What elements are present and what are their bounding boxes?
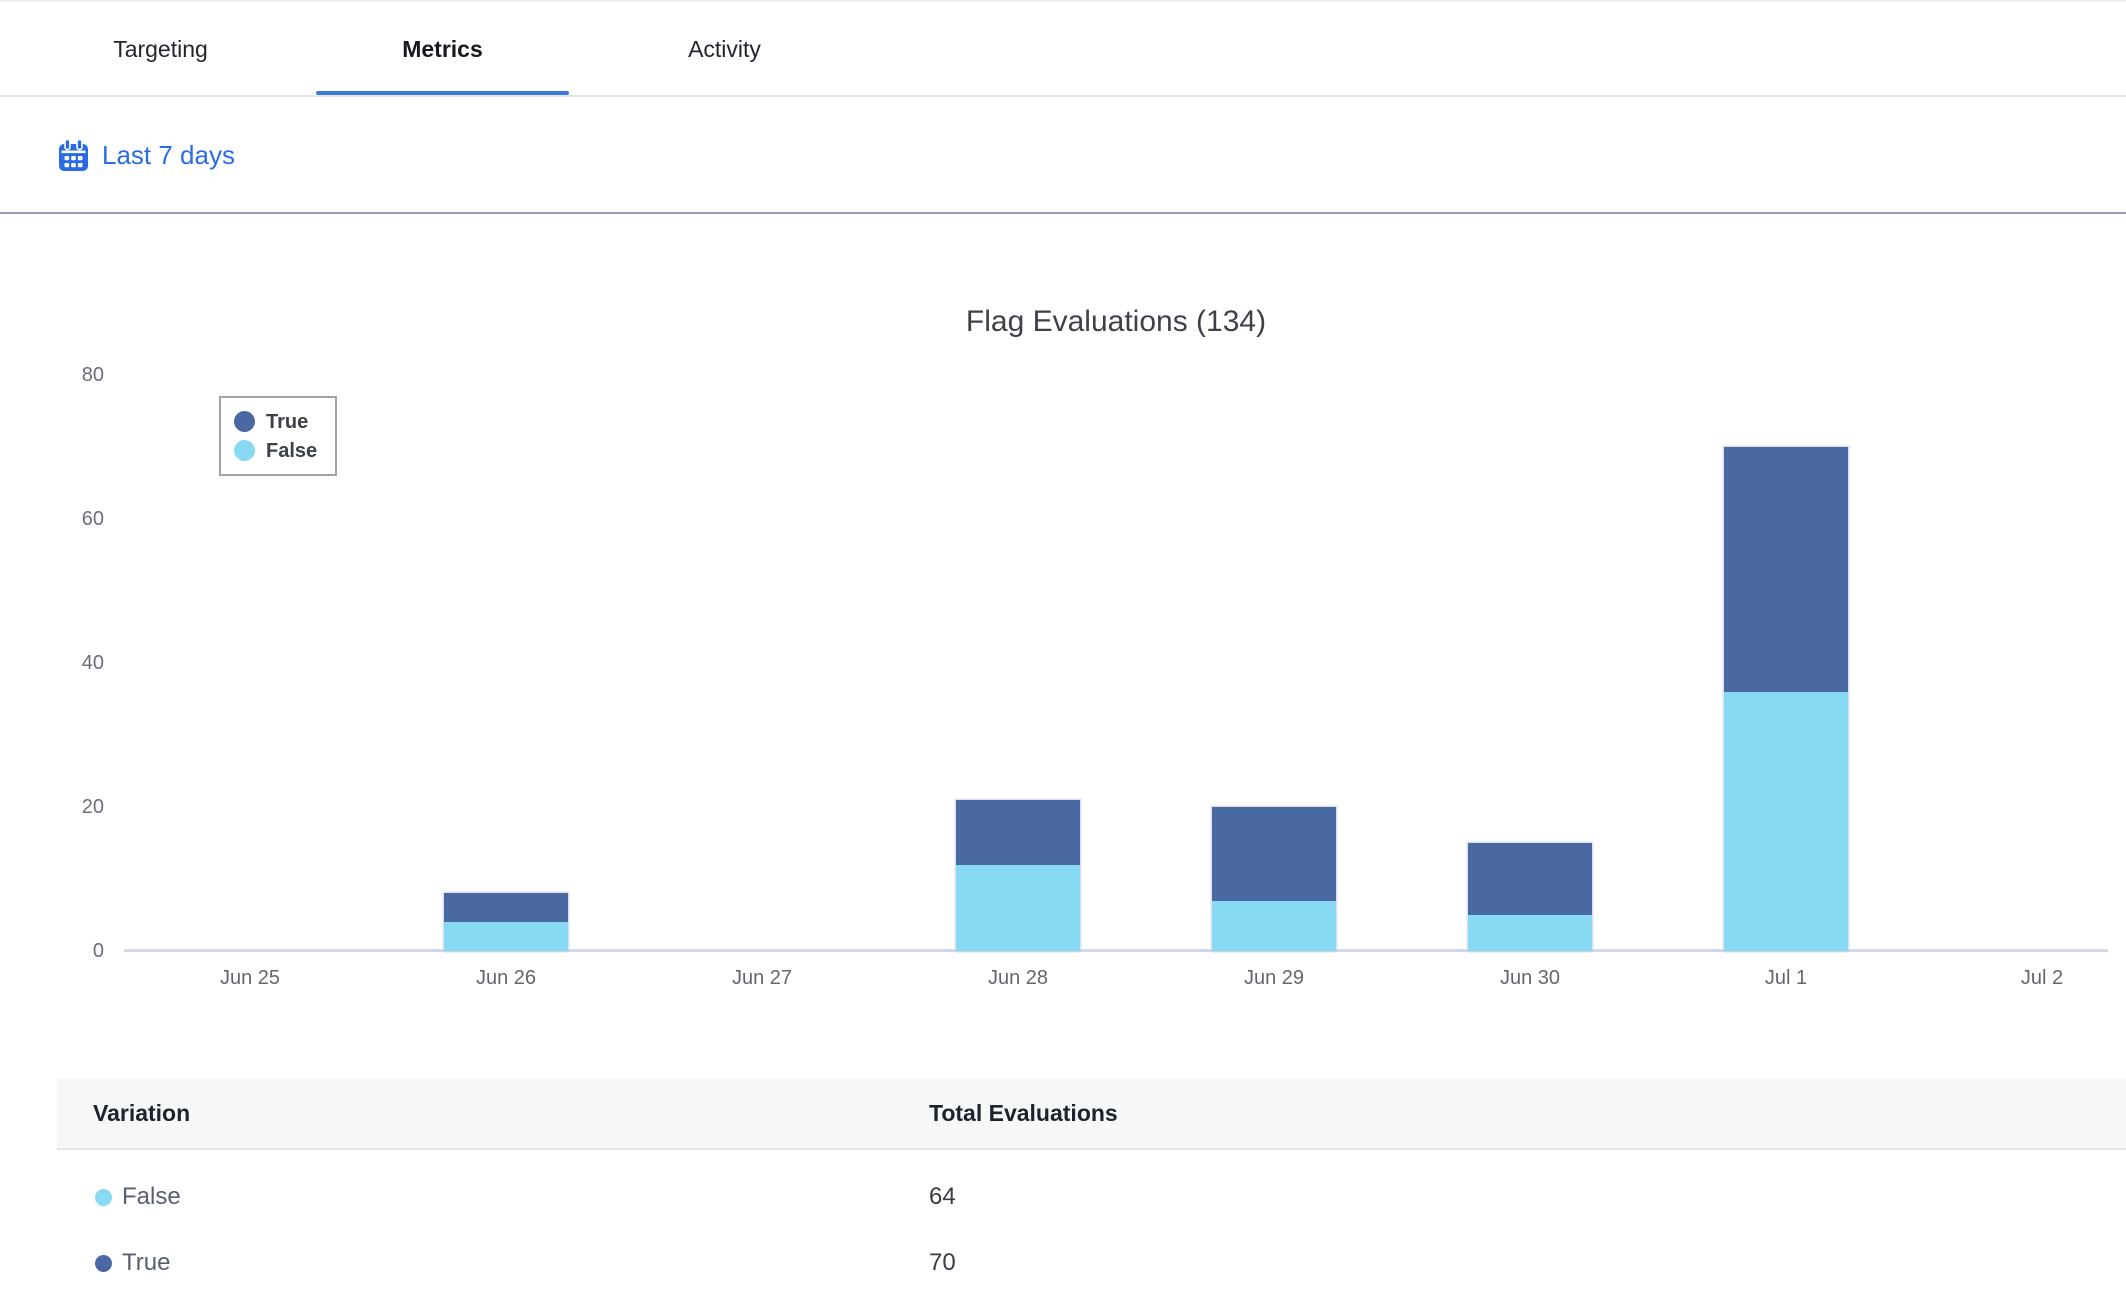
tab-activity[interactable]: Activity	[598, 2, 851, 97]
tab-label: Targeting	[113, 36, 208, 62]
bar-segment-false	[1468, 915, 1592, 951]
variation-label: True	[122, 1249, 171, 1276]
x-axis-line	[124, 949, 2108, 952]
column-header-variation: Variation	[93, 1099, 191, 1126]
bar-segment-true	[1212, 807, 1336, 901]
filter-bar: Last 7 days	[0, 99, 2126, 214]
bar-segment-true	[444, 893, 568, 923]
calendar-icon	[59, 138, 88, 171]
variation-dot-true	[95, 1254, 112, 1272]
legend-label: True	[266, 410, 309, 433]
legend-dot-true	[234, 411, 255, 432]
x-tick-label: Jul 1	[1764, 967, 1808, 989]
total-evaluations-value: 70	[929, 1249, 956, 1276]
y-tick-label: 20	[81, 796, 104, 818]
table-header: Variation Total Evaluations	[57, 1078, 2126, 1150]
variation-label: False	[122, 1183, 181, 1210]
bar-jun-29	[1212, 807, 1336, 951]
x-tick-label: Jun 27	[731, 967, 793, 989]
chart-legend: True False	[219, 396, 338, 476]
tab-bar: Targeting Metrics Activity	[0, 0, 2126, 97]
x-tick-label: Jun 29	[1243, 967, 1305, 989]
bar-segment-false	[444, 922, 568, 951]
bar-jun-28	[956, 799, 1080, 951]
y-tick-label: 60	[81, 508, 104, 530]
chart-title: Flag Evaluations (134)	[965, 305, 1267, 338]
bar-jul-1	[1724, 447, 1848, 951]
tab-metrics[interactable]: Metrics	[316, 2, 569, 97]
tab-row: Targeting Metrics Activity	[34, 2, 880, 97]
x-tick-label: Jun 25	[219, 967, 281, 989]
bar-jun-30	[1468, 843, 1592, 951]
bar-segment-false	[1724, 691, 1848, 951]
column-header-total-evaluations: Total Evaluations	[929, 1099, 1118, 1126]
x-tick-label: Jun 30	[1499, 967, 1561, 989]
x-tick-label: Jun 26	[475, 967, 537, 989]
table-row-false: False 64	[57, 1164, 2126, 1230]
tab-targeting[interactable]: Targeting	[34, 2, 287, 97]
variation-dot-false	[95, 1188, 112, 1206]
bar-jun-26	[444, 893, 568, 951]
bar-segment-true	[956, 799, 1080, 865]
bar-segment-true	[1724, 447, 1848, 692]
bar-segment-false	[1212, 900, 1336, 951]
y-tick-label: 80	[81, 364, 104, 386]
date-range-button[interactable]: Last 7 days	[57, 99, 235, 212]
legend-item-false: False	[234, 436, 317, 465]
table-body: False 64 True 70	[57, 1164, 2126, 1296]
y-tick-label: 0	[92, 940, 104, 962]
legend-label: False	[266, 439, 318, 462]
total-evaluations-value: 64	[929, 1183, 956, 1210]
legend-item-true: True	[234, 407, 317, 436]
tab-label: Activity	[688, 36, 761, 62]
y-tick-label: 40	[81, 652, 104, 674]
tab-label: Metrics	[402, 36, 483, 62]
legend-dot-false	[234, 440, 255, 461]
x-tick-label: Jun 28	[987, 967, 1049, 989]
x-tick-label: Jul 2	[2020, 967, 2064, 989]
bar-segment-false	[956, 864, 1080, 951]
bar-segment-true	[1468, 843, 1592, 915]
date-range-label: Last 7 days	[102, 140, 235, 170]
table-row-true: True 70	[57, 1230, 2126, 1296]
